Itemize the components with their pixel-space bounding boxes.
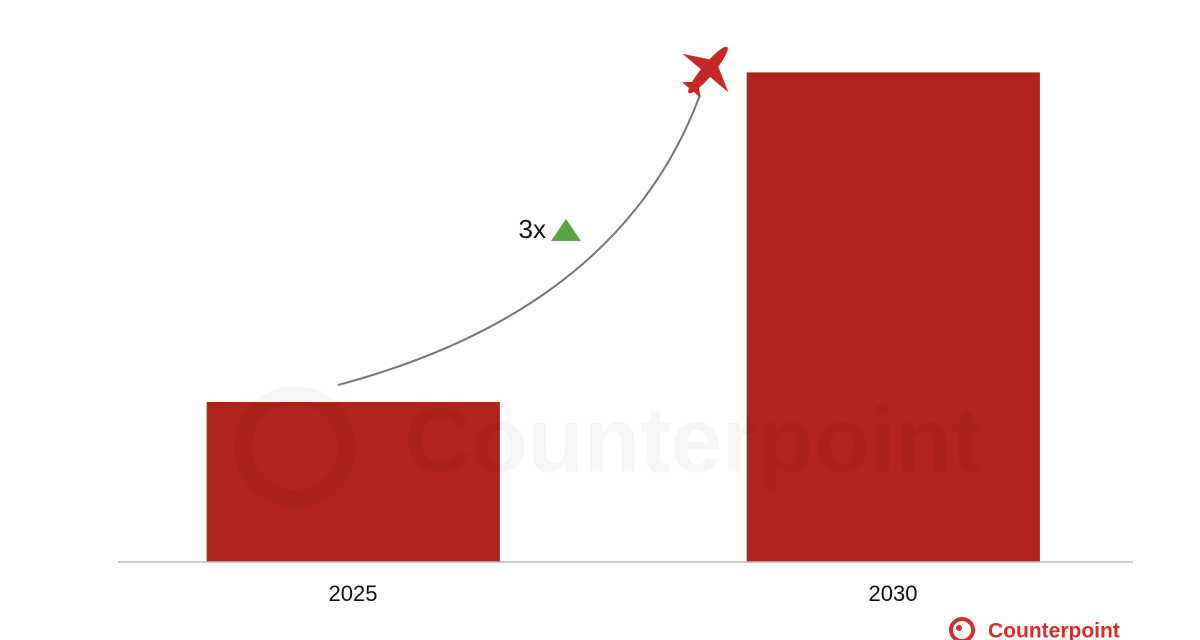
logo-icon <box>949 617 975 640</box>
annotation: 3x <box>519 214 546 244</box>
watermark: Counterpoint <box>405 389 982 491</box>
watermark-icon <box>234 386 356 508</box>
x-tick-label: 2025 <box>329 581 378 606</box>
x-tick-label: 2030 <box>869 581 918 606</box>
plane-icon <box>682 46 729 98</box>
logo-text: Counterpoint <box>988 620 1120 640</box>
logo-dot <box>956 625 962 631</box>
logo: Counterpoint <box>949 617 1120 640</box>
up-triangle <box>551 219 581 241</box>
bar <box>206 402 500 562</box>
growth-arrow <box>337 94 701 386</box>
bar <box>746 72 1040 563</box>
